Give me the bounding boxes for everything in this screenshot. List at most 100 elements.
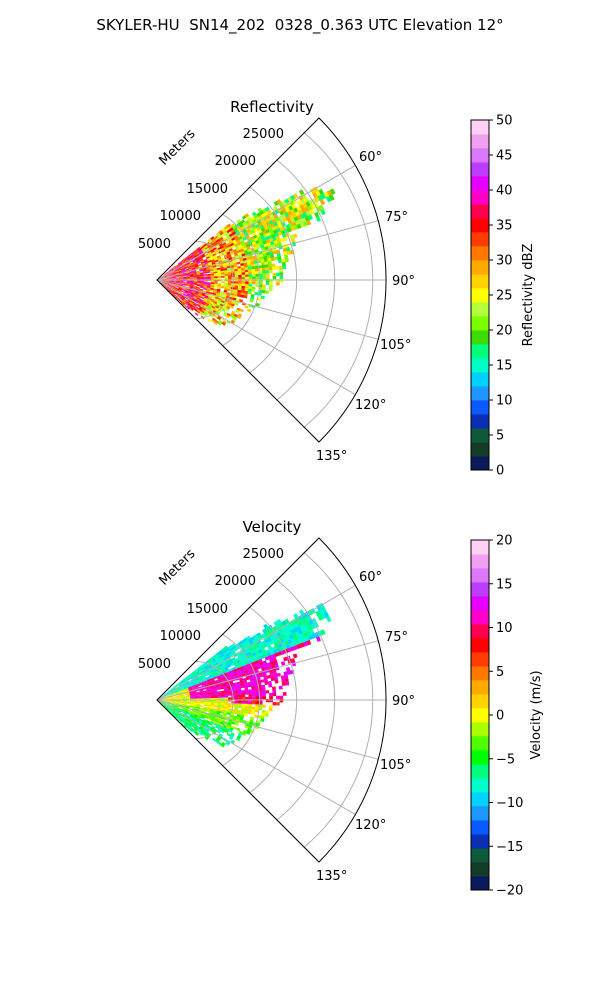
radar-gate [193, 680, 197, 684]
radar-gate [240, 639, 246, 644]
radar-gate [173, 701, 177, 702]
radar-gate [217, 321, 222, 326]
radar-gate [234, 270, 239, 274]
radar-gate [233, 291, 238, 295]
radar-gate [166, 700, 170, 701]
radar-gate [193, 692, 197, 694]
radar-gate [248, 271, 253, 275]
reflectivity-colorbar-label: Reflectivity dBZ [521, 244, 536, 347]
radar-gate [218, 297, 223, 301]
radar-gate [246, 222, 251, 227]
radar-gate [262, 704, 266, 708]
radar-gate [179, 263, 183, 267]
radar-gate [235, 657, 240, 662]
radar-gate [169, 702, 173, 704]
radar-gate [170, 708, 174, 711]
radar-gate [172, 711, 176, 715]
radar-gate [189, 716, 193, 719]
radar-gate [242, 677, 247, 682]
radar-gate [245, 276, 249, 280]
radar-gate [192, 287, 197, 290]
radar-gate [206, 708, 211, 711]
radar-gate [243, 224, 249, 229]
colorbar-tick-label: −20 [496, 884, 523, 899]
radar-gate [276, 702, 280, 706]
radar-gate [186, 301, 190, 305]
radar-gate [214, 282, 218, 285]
radar-gate [262, 690, 266, 694]
radar-gate [168, 284, 173, 287]
radar-gate [208, 253, 213, 257]
radar-gate [271, 664, 276, 669]
radar-gate [179, 282, 184, 284]
radar-gate [165, 703, 169, 706]
radar-gate [199, 244, 204, 248]
radar-gate [173, 715, 177, 719]
radar-gate [303, 641, 308, 647]
radar-gate [235, 245, 240, 250]
radar-gate [226, 685, 231, 689]
radar-gate [186, 720, 191, 724]
radar-gate [195, 719, 200, 723]
radar-gate [181, 680, 185, 684]
radar-gate [194, 714, 198, 717]
radar-gate [246, 259, 251, 263]
radar-gate [290, 658, 296, 663]
radar-gate [214, 259, 219, 263]
radar-gate [246, 648, 251, 654]
radar-gate [244, 684, 248, 688]
radar-gate [186, 682, 190, 685]
radar-gate [187, 712, 192, 715]
radar-gate [268, 220, 274, 225]
radar-gate [172, 697, 177, 699]
radar-gate [202, 720, 207, 723]
radar-gate [224, 275, 229, 278]
radar-gate [172, 277, 177, 279]
radar-gate [175, 286, 179, 289]
radar-gate [227, 708, 232, 712]
radar-gate [213, 270, 218, 273]
radar-gate [264, 681, 269, 685]
radar-gate [187, 718, 192, 722]
radar-gate [237, 292, 241, 295]
radar-gate [183, 712, 188, 715]
radar-gate [192, 673, 197, 676]
radar-gate [218, 670, 223, 674]
radar-gate [182, 270, 186, 273]
radar-gate [182, 715, 186, 718]
radar-gate [185, 288, 190, 291]
radar-gate [210, 276, 215, 279]
radar-gate [220, 706, 225, 709]
radar-gate [219, 711, 224, 714]
radar-gate [260, 715, 265, 720]
radar-gate [193, 697, 198, 699]
radar-gate [220, 247, 225, 251]
radar-gate [189, 254, 194, 258]
radar-gate [254, 709, 259, 713]
radar-gate [219, 656, 224, 661]
radar-gate [261, 290, 266, 294]
radar-gate [224, 729, 229, 734]
radar-gate [215, 231, 220, 236]
radar-gate [166, 697, 170, 699]
radar-gate [186, 274, 191, 276]
radar-gate [197, 281, 201, 284]
radar-gate [270, 254, 275, 259]
radar-gate [181, 289, 186, 292]
radar-gate [182, 272, 187, 275]
radar-gate [202, 687, 207, 690]
radar-gate [227, 645, 233, 650]
radar-gate [220, 694, 225, 697]
radar-gate [200, 730, 205, 734]
radar-gate [245, 274, 249, 278]
radar-gate [320, 193, 327, 200]
radar-gate [244, 692, 249, 695]
radar-gate [243, 644, 249, 649]
radar-gate [180, 686, 185, 690]
radar-gate [193, 280, 198, 282]
radar-gate [263, 233, 269, 238]
radar-gate [224, 665, 229, 670]
radar-gate [223, 656, 228, 661]
radar-gate [300, 198, 306, 205]
radar-gate [190, 300, 195, 304]
